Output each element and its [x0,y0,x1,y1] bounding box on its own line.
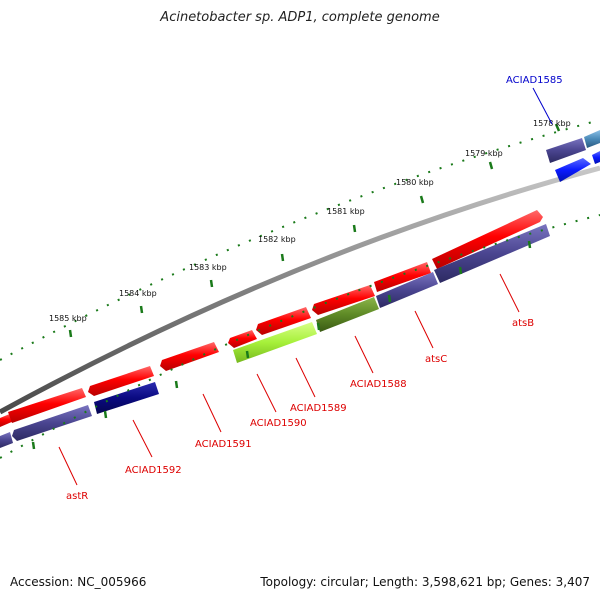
major-tick [488,161,494,170]
gene-label-astr[interactable]: astR [66,491,88,502]
page-title: Acinetobacter sp. ADP1, complete genome [160,10,440,25]
inner-tick-ring [0,214,600,459]
leader-line [414,310,434,349]
gene-feature[interactable] [256,307,311,335]
gene-label-atsc[interactable]: atsC [425,354,447,365]
gene-feature[interactable] [555,158,591,182]
gene-feature[interactable] [434,224,550,283]
major-tick [139,305,144,314]
major-tick [387,294,392,303]
label-leaders [58,87,553,486]
leader-line [202,393,222,433]
major-tick [280,253,285,262]
gene-label-aciad1589[interactable]: ACIAD1589 [290,403,347,414]
leader-line [132,419,153,458]
gene-feature[interactable] [0,432,13,448]
major-tick [352,224,357,233]
major-tick [103,410,108,419]
gene-label-atsb[interactable]: atsB [512,318,534,329]
gene-feature[interactable] [228,330,257,348]
scale-label: 1584 kbp [119,289,157,298]
scale-labels: 1578 kbp 1579 kbp 1580 kbp 1581 kbp 1582… [49,119,571,323]
gene-feature[interactable] [316,297,379,332]
scale-label: 1580 kbp [396,178,434,187]
genome-backbone [0,165,600,415]
major-tick [245,350,250,359]
leader-line [354,335,374,374]
major-tick [174,380,179,389]
outer-major-ticks [68,123,561,338]
leader-line [58,446,78,486]
gene-feature[interactable] [160,342,219,371]
gene-feature[interactable] [312,285,375,315]
gene-label-aciad1591[interactable]: ACIAD1591 [195,439,252,450]
gene-label-aciad1592[interactable]: ACIAD1592 [125,465,182,476]
gene-label-aciad1585[interactable]: ACIAD1585 [506,75,563,86]
leader-line [532,87,553,125]
major-tick [554,123,561,132]
gene-feature[interactable] [12,405,92,441]
leader-line [499,273,520,313]
top-right-genes [546,130,600,182]
gene-feature[interactable] [432,210,543,269]
gene-feature[interactable] [592,151,600,164]
reverse-strand-genes [0,224,550,448]
major-tick [419,195,425,204]
forward-strand-genes [0,210,543,427]
gene-feature[interactable] [88,366,154,396]
gene-feature[interactable] [584,130,600,148]
gene-feature[interactable] [233,322,317,363]
major-tick [458,266,463,275]
gene-labels: ACIAD1585 atsB atsC ACIAD1588 ACIAD1589 … [66,75,563,502]
major-tick [316,322,321,331]
scale-label: 1581 kbp [327,207,365,216]
major-tick [209,279,214,288]
genome-summary-text: Topology: circular; Length: 3,598,621 bp… [260,575,590,589]
gene-feature[interactable] [8,388,86,423]
gene-label-aciad1590[interactable]: ACIAD1590 [250,418,307,429]
gene-feature[interactable] [546,138,586,163]
major-tick [527,240,532,249]
gene-label-aciad1588[interactable]: ACIAD1588 [350,379,407,390]
scale-label: 1583 kbp [189,263,227,272]
gene-feature[interactable] [376,272,438,308]
major-tick [68,329,73,338]
major-tick [31,441,36,450]
accession-text: Accession: NC_005966 [10,575,147,589]
inner-major-ticks [31,240,532,450]
leader-line [295,357,316,398]
gene-feature[interactable] [94,382,159,414]
scale-label: 1582 kbp [258,235,296,244]
scale-label: 1579 kbp [465,149,503,158]
leader-line [256,373,277,413]
inner-minor-ticks [0,214,600,459]
scale-label: 1585 kbp [49,314,87,323]
